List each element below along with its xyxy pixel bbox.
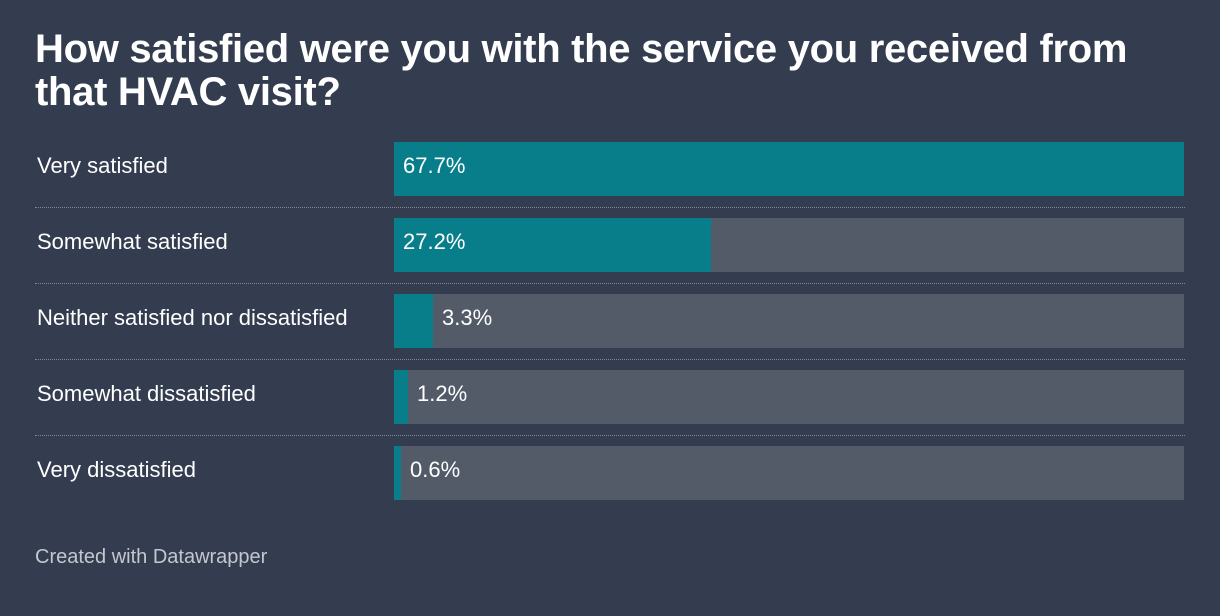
bar-row: Somewhat dissatisfied 1.2%: [35, 370, 1185, 424]
value-label: 1.2%: [417, 381, 468, 406]
category-label: Neither satisfied nor dissatisfied: [37, 305, 348, 330]
row-divider: [35, 359, 1185, 360]
bar-row: Very satisfied 67.7%: [35, 142, 1185, 196]
category-label: Very satisfied: [37, 153, 168, 178]
bar-track: 0.6%: [394, 446, 1184, 500]
bar-track: 27.2%: [394, 218, 1184, 272]
bar-track: 67.7%: [394, 142, 1184, 196]
bar-row: Neither satisfied nor dissatisfied 3.3%: [35, 294, 1185, 348]
category-label: Somewhat satisfied: [37, 229, 228, 254]
bar-track: 1.2%: [394, 370, 1184, 424]
row-divider: [35, 435, 1185, 436]
row-divider: [35, 283, 1185, 284]
bar-row: Very dissatisfied 0.6%: [35, 446, 1185, 500]
bar-row: Somewhat satisfied 27.2%: [35, 218, 1185, 272]
value-label: 0.6%: [410, 457, 461, 482]
footer-credit: Created with Datawrapper: [35, 546, 268, 568]
category-label: Somewhat dissatisfied: [37, 381, 256, 406]
row-divider: [35, 207, 1185, 208]
value-label: 67.7%: [403, 153, 466, 178]
value-label: 27.2%: [403, 229, 466, 254]
bar: [394, 446, 401, 500]
bar: [394, 370, 408, 424]
bar: [394, 294, 433, 348]
bar-track: 3.3%: [394, 294, 1184, 348]
category-label: Very dissatisfied: [37, 457, 196, 482]
value-label: 3.3%: [442, 305, 493, 330]
bar: [394, 218, 711, 272]
chart-title: How satisfied were you with the service …: [35, 27, 1128, 114]
bar: [394, 142, 1184, 196]
